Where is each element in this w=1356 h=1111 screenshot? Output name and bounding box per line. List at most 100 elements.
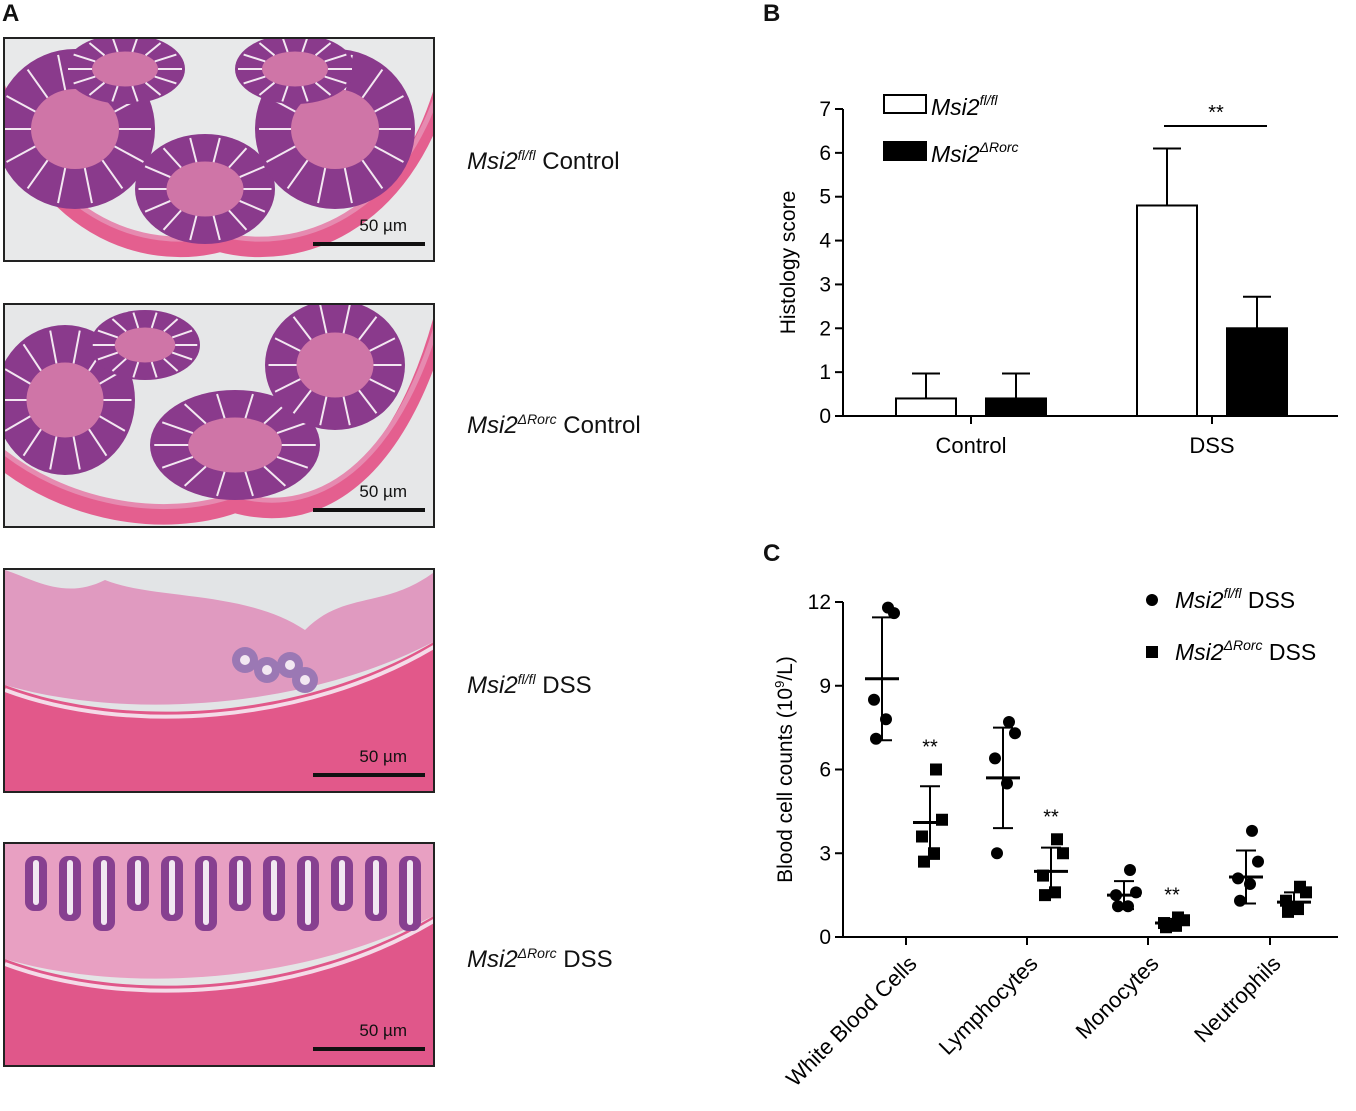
gland-line xyxy=(72,330,81,364)
gland-line xyxy=(144,165,171,178)
gland-line xyxy=(228,147,248,169)
y-tick-label: 6 xyxy=(819,759,831,782)
gland-line xyxy=(212,137,221,163)
gland-line xyxy=(73,53,96,63)
x-tick-label: White Blood Cells xyxy=(781,951,921,1091)
y-tick-label: 7 xyxy=(819,98,831,121)
gland-line xyxy=(49,330,58,364)
histology-label-1-genotype: fl/fl xyxy=(517,147,536,163)
gland-line xyxy=(171,329,193,339)
y-tick-label: 4 xyxy=(819,230,831,253)
gland-line xyxy=(276,421,309,435)
gland-line xyxy=(22,343,42,372)
data-point xyxy=(916,830,928,843)
lamina-propria xyxy=(26,362,104,438)
data-point xyxy=(1244,877,1256,890)
gland-line xyxy=(73,75,96,85)
data-point xyxy=(1003,716,1015,729)
gland-line xyxy=(281,85,289,102)
gland-line xyxy=(22,428,42,457)
legend-gene: Msi2 xyxy=(931,94,980,120)
histology-image-2: 50 µm xyxy=(3,303,435,528)
gland-line xyxy=(244,471,254,497)
scale-bar-label-3: 50 µm xyxy=(359,747,407,766)
y-tick-label: 0 xyxy=(819,926,831,949)
histology-label-1-condition: Control xyxy=(535,148,620,175)
bar xyxy=(1226,327,1288,417)
histology-image-1: 50 µm xyxy=(3,37,435,262)
gland-line xyxy=(314,42,332,57)
gland-line xyxy=(5,415,31,432)
gland-line xyxy=(274,378,301,393)
histology-label-1-gene: Msi2 xyxy=(467,148,518,175)
data-point xyxy=(1232,872,1244,885)
gland-line xyxy=(301,85,309,102)
data-point xyxy=(1001,777,1013,790)
bar xyxy=(985,397,1047,418)
crypt-lumen xyxy=(169,860,175,915)
scale-bar-2 xyxy=(313,508,425,512)
gland-line xyxy=(144,81,162,96)
data-point xyxy=(936,813,948,826)
gland-line xyxy=(324,53,347,63)
gland-line xyxy=(26,159,49,189)
histology-image-4: 50 µm xyxy=(3,842,435,1067)
data-point xyxy=(870,732,882,745)
gland-line xyxy=(239,165,266,178)
data-point xyxy=(1160,921,1172,934)
lamina-propria xyxy=(296,332,374,398)
panel-c-letter: C xyxy=(763,540,781,567)
scale-bar-label-4: 50 µm xyxy=(359,1021,407,1040)
data-point xyxy=(918,855,930,868)
lamina-propria xyxy=(92,51,158,87)
data-point xyxy=(930,763,942,776)
legend-gene: Msi2 xyxy=(1175,639,1224,665)
gland-line xyxy=(324,75,347,85)
gland-line xyxy=(243,75,266,85)
legend-marker xyxy=(1146,646,1158,658)
data-point xyxy=(888,607,900,620)
gland-line xyxy=(239,200,266,213)
histology-drawing-3 xyxy=(5,570,433,791)
gland-line xyxy=(342,396,351,426)
data-point xyxy=(989,752,1001,765)
data-point xyxy=(1037,869,1049,882)
x-tick-label: DSS xyxy=(1189,433,1234,458)
gland-line xyxy=(216,471,226,497)
y-tick-label: 3 xyxy=(819,273,831,296)
muscle-layer xyxy=(5,916,433,1065)
crypt-lumen xyxy=(271,860,277,915)
gland-line xyxy=(57,167,67,204)
lamina-propria xyxy=(291,89,379,169)
crypt-lumen xyxy=(237,860,243,905)
gland-line xyxy=(72,436,81,470)
histology-label-4-condition: DSS xyxy=(556,946,613,973)
y-tick-label: 9 xyxy=(819,675,831,698)
gland-line xyxy=(5,368,31,385)
histology-drawing-4 xyxy=(5,844,433,1065)
gland-line xyxy=(319,396,328,426)
data-point xyxy=(1246,824,1258,837)
gland-line xyxy=(132,361,140,378)
gland-line xyxy=(369,378,396,393)
gland-line xyxy=(88,81,106,96)
data-point xyxy=(1280,894,1292,907)
crypt-lumen xyxy=(203,860,209,925)
data-point xyxy=(1122,900,1134,913)
gland-line xyxy=(114,145,144,163)
data-point xyxy=(1049,886,1061,899)
data-point xyxy=(1009,727,1021,740)
gland-line xyxy=(361,159,384,189)
y-tick-label: 0 xyxy=(819,405,831,428)
data-point xyxy=(1300,886,1312,899)
gland-line xyxy=(183,403,207,425)
histology-label-4: Msi2ΔRorc DSS xyxy=(467,945,613,974)
gland-line xyxy=(88,42,106,57)
crypt-lumen xyxy=(240,655,250,665)
gland-line xyxy=(97,329,119,339)
data-point xyxy=(868,693,880,706)
gland-line xyxy=(88,428,108,457)
crypt-lumen xyxy=(339,860,345,905)
